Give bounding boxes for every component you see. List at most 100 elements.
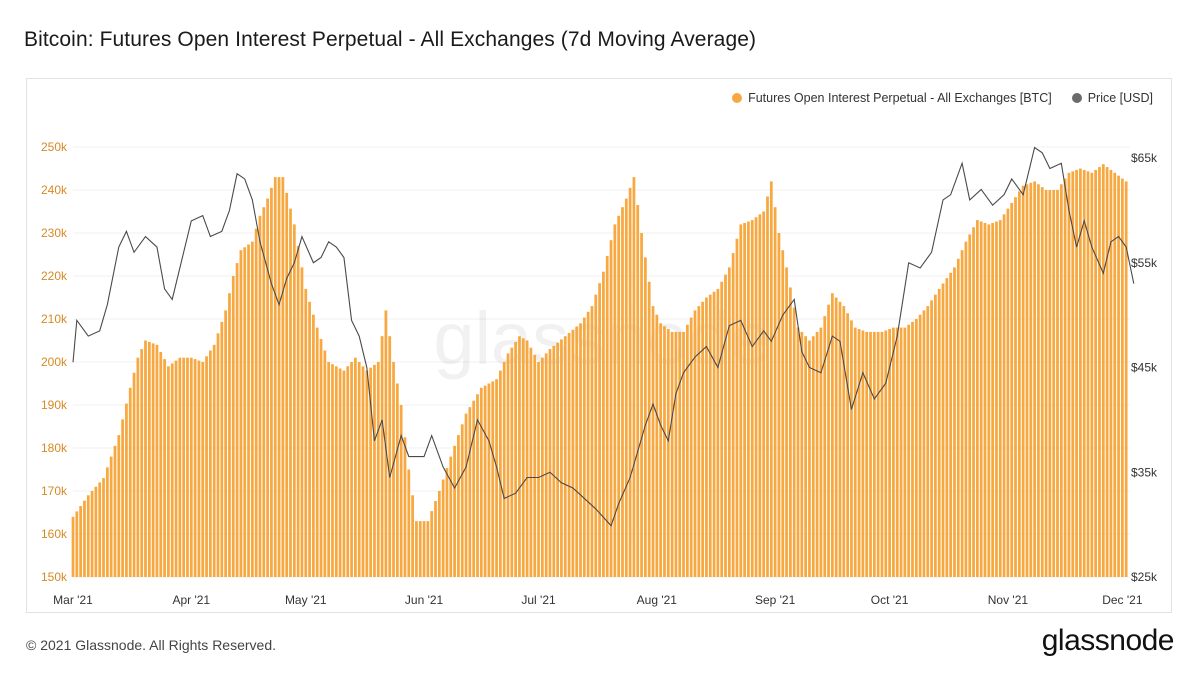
open-interest-bar xyxy=(979,221,983,577)
open-interest-bar xyxy=(892,327,895,577)
open-interest-bar xyxy=(651,306,655,577)
open-interest-bar xyxy=(1037,184,1040,577)
open-interest-bar xyxy=(445,468,449,577)
open-interest-bar xyxy=(304,288,308,577)
open-interest-bar xyxy=(1094,169,1098,577)
open-interest-bar xyxy=(399,405,403,577)
open-interest-bar xyxy=(1017,191,1021,577)
open-interest-bar xyxy=(712,291,716,577)
open-interest-bar xyxy=(540,357,544,577)
chart-panel: Futures Open Interest Perpetual - All Ex… xyxy=(26,78,1172,613)
open-interest-bar xyxy=(567,332,571,577)
open-interest-bar xyxy=(319,339,323,577)
y-left-tick-label: 210k xyxy=(41,312,68,326)
open-interest-bar xyxy=(464,413,468,577)
open-interest-bar xyxy=(354,357,357,577)
open-interest-bar xyxy=(312,314,315,577)
open-interest-bar xyxy=(865,331,869,577)
open-interest-bar xyxy=(769,181,773,577)
y-right-tick-label: $55k xyxy=(1131,256,1158,270)
open-interest-bar xyxy=(350,362,353,577)
chart-svg[interactable]: glassnode 150k 160k 170k 180k 190k 200k 210k 22… xyxy=(27,79,1173,614)
open-interest-bar xyxy=(529,347,533,577)
open-interest-bar xyxy=(136,357,140,577)
open-interest-bar xyxy=(468,407,472,577)
open-interest-bar xyxy=(209,350,212,577)
open-interest-bar xyxy=(479,387,483,577)
x-tick-label: Aug '21 xyxy=(637,593,678,607)
watermark: glassnode xyxy=(433,297,770,380)
open-interest-bar xyxy=(560,339,563,577)
open-interest-bar xyxy=(991,222,994,577)
open-interest-bar xyxy=(727,267,731,577)
open-interest-bar xyxy=(872,331,876,577)
open-interest-bar xyxy=(701,301,704,577)
open-interest-bar xyxy=(762,211,766,577)
x-tick-label: Mar '21 xyxy=(53,593,93,607)
open-interest-bar xyxy=(449,456,453,577)
open-interest-bar xyxy=(731,253,735,577)
open-interest-bar xyxy=(250,241,254,577)
open-interest-bar xyxy=(766,196,769,577)
open-interest-bar xyxy=(1079,168,1082,577)
open-interest-bar xyxy=(1021,185,1025,577)
open-interest-bar xyxy=(930,300,933,577)
open-interest-bar xyxy=(262,207,266,577)
open-interest-bar xyxy=(632,177,636,577)
open-interest-bar xyxy=(586,311,590,577)
open-interest-bar xyxy=(94,486,98,577)
glassnode-logo[interactable]: glassnode xyxy=(1041,624,1175,657)
open-interest-bar xyxy=(117,435,121,577)
open-interest-bar xyxy=(689,317,693,577)
open-interest-bar xyxy=(590,306,594,577)
open-interest-bar xyxy=(602,271,605,577)
open-interest-bar xyxy=(457,435,460,577)
open-interest-bar xyxy=(323,350,327,577)
y-left-tick-label: 190k xyxy=(41,398,68,412)
open-interest-bar xyxy=(880,331,884,577)
open-interest-bar xyxy=(682,331,685,577)
open-interest-bar xyxy=(834,297,838,577)
open-interest-bar xyxy=(861,330,865,577)
open-interest-bar xyxy=(964,241,968,577)
open-interest-bar xyxy=(86,495,90,577)
y-right-tick-label: $35k xyxy=(1131,465,1158,479)
x-tick-label: Dec '21 xyxy=(1102,593,1143,607)
open-interest-bar xyxy=(1101,164,1105,577)
open-interest-bar xyxy=(987,224,991,577)
open-interest-bar xyxy=(71,516,75,577)
open-interest-bar xyxy=(365,370,369,577)
open-interest-bar xyxy=(300,267,304,577)
legend-label-open-interest: Futures Open Interest Perpetual - All Ex… xyxy=(748,91,1052,105)
open-interest-bar xyxy=(487,383,491,577)
open-interest-bar xyxy=(132,372,136,577)
y-left-tick-label: 220k xyxy=(41,269,68,283)
open-interest-bar xyxy=(739,224,743,577)
open-interest-bar xyxy=(407,469,411,577)
open-interest-bar xyxy=(544,353,548,577)
y-left-tick-label: 160k xyxy=(41,527,68,541)
open-interest-bar xyxy=(808,340,811,577)
open-interest-bar xyxy=(609,240,613,578)
open-interest-bar xyxy=(491,381,495,577)
open-interest-bar xyxy=(644,257,647,577)
open-interest-bar xyxy=(1067,172,1071,578)
open-interest-bar xyxy=(430,511,434,577)
legend-item-price[interactable]: Price [USD] xyxy=(1071,91,1153,105)
open-interest-bar xyxy=(277,177,281,577)
bars-series xyxy=(71,164,1128,578)
open-interest-bar xyxy=(1052,190,1056,577)
open-interest-bar xyxy=(934,294,937,577)
open-interest-bar xyxy=(605,255,609,577)
open-interest-bar xyxy=(735,238,739,578)
open-interest-bar xyxy=(1033,181,1036,577)
open-interest-bar xyxy=(224,310,228,577)
y-left-tick-label: 250k xyxy=(41,140,68,154)
open-interest-bar xyxy=(270,187,273,577)
open-interest-bar xyxy=(685,324,689,577)
open-interest-bar xyxy=(827,304,830,577)
open-interest-bar xyxy=(273,177,277,577)
open-interest-bar xyxy=(789,287,792,577)
open-interest-bar xyxy=(437,491,441,577)
legend-item-open-interest[interactable]: Futures Open Interest Perpetual - All Ex… xyxy=(732,91,1052,105)
